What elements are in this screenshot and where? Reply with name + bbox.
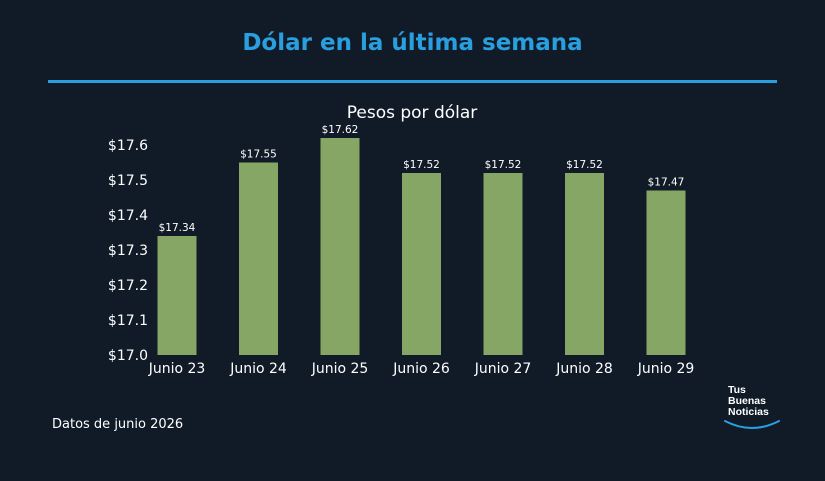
data-label: $17.62 — [322, 124, 359, 136]
x-tick-label: Junio 29 — [637, 361, 695, 377]
y-tick-label: $17.3 — [108, 243, 148, 259]
bar — [157, 236, 197, 355]
x-axis: Junio 23 Junio 24 Junio 25 Junio 26 Junio 27… — [148, 361, 695, 377]
bar — [402, 173, 441, 355]
y-tick-label: $17.0 — [108, 348, 148, 364]
bar — [239, 162, 278, 355]
logo-line-1: Tus — [728, 384, 746, 396]
bar — [320, 138, 360, 355]
y-tick-label: $17.1 — [108, 313, 148, 329]
data-label: $17.34 — [159, 222, 196, 234]
bar — [565, 173, 604, 355]
x-tick-label: Junio 26 — [392, 361, 450, 377]
brand-logo: Tus Buenas Noticias — [722, 385, 782, 435]
logo-line-3: Noticias — [728, 406, 769, 418]
logo-smile-icon — [724, 420, 780, 429]
data-label: $17.47 — [648, 177, 685, 189]
x-tick-label: Junio 25 — [311, 361, 369, 377]
y-tick-label: $17.2 — [108, 278, 148, 294]
chart-title: Pesos por dólar — [347, 103, 478, 123]
bar — [646, 190, 686, 355]
title-divider — [48, 80, 777, 83]
data-label: $17.55 — [240, 149, 277, 161]
y-tick-label: $17.6 — [108, 138, 148, 154]
logo-line-2: Buenas — [728, 395, 766, 407]
data-label: $17.52 — [566, 159, 603, 171]
y-tick-label: $17.4 — [108, 208, 148, 224]
footnote: Datos de junio 2026 — [52, 417, 184, 432]
x-tick-label: Junio 23 — [148, 361, 206, 377]
bar — [483, 173, 523, 355]
page-title: Dólar en la última semana — [242, 30, 583, 56]
data-label: $17.52 — [485, 159, 522, 171]
y-axis: $17.0 $17.1 $17.2 $17.3 $17.4 $17.5 $17.6 — [108, 138, 148, 364]
y-tick-label: $17.5 — [108, 173, 148, 189]
data-label: $17.52 — [403, 159, 440, 171]
x-tick-label: Junio 24 — [229, 361, 287, 377]
x-tick-label: Junio 28 — [555, 361, 613, 377]
x-tick-label: Junio 27 — [474, 361, 532, 377]
bars: $17.34 $17.55 $17.62 $17.52 $17.52 $17.52 $17.… — [157, 124, 686, 355]
